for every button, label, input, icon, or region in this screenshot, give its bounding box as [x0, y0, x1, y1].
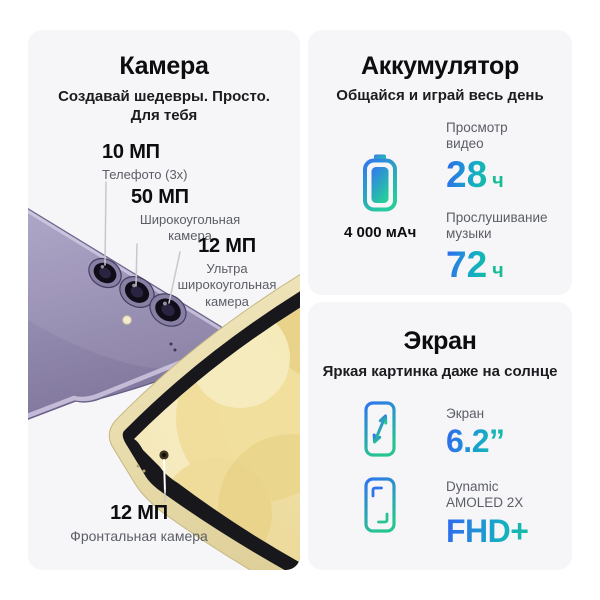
camera-card-subtitle: Создавай шедевры. Просто. Для тебя — [28, 87, 300, 125]
display-card-subtitle: Яркая картинка даже на солнце — [322, 363, 558, 380]
spec-telephoto-value: 10 МП — [102, 141, 160, 163]
callout-lines — [104, 181, 181, 502]
stat-music-playback: Прослушивание музыки 72 ч — [446, 210, 566, 283]
battery-capacity: 4 000 мАч — [344, 224, 417, 241]
callout-line-telephoto — [104, 181, 107, 266]
battery-card: Аккумулятор Общайся и играй весь день 4 … — [308, 30, 572, 295]
camera-subtitle-line1: Создавай шедевры. Просто. — [58, 88, 270, 105]
camera-subtitle-line2: Для тебя — [130, 107, 198, 125]
spec-front-camera: 12 МП Фронтальная камера — [44, 503, 234, 546]
spec-front-label: Фронтальная камера — [70, 528, 208, 544]
spec-front-value: 12 МП — [110, 502, 168, 524]
stat-video-playback: Просмотр видео 28 ч — [446, 120, 566, 193]
battery-card-title: Аккумулятор — [360, 52, 520, 80]
rear-camera-lens-wide — [119, 276, 155, 308]
screen-size-icon — [364, 401, 396, 457]
display-type-row: Dynamic AMOLED 2X FHD+ — [446, 479, 566, 547]
stat-video-value: 28 — [446, 153, 488, 195]
callout-line-wide — [135, 243, 138, 287]
rear-camera-lens-ultrawide — [149, 293, 187, 327]
spec-wide-label: Широкоугольная камера — [139, 212, 241, 244]
camera-card: Камера Создавай шедевры. Просто. Для теб… — [28, 30, 300, 570]
screen-size-value: 6.2” — [446, 423, 505, 460]
phones-illustration — [28, 150, 300, 570]
spec-ultrawide-label: Ультра широкоугольная камера — [177, 261, 277, 309]
stat-music-value: 72 — [446, 243, 488, 285]
stat-video-unit: ч — [492, 169, 504, 192]
spec-telephoto: 10 МП Телефото (3x) — [102, 142, 188, 183]
battery-capacity-block: 4 000 мАч — [344, 154, 416, 241]
display-type-label: Dynamic AMOLED 2X — [446, 479, 524, 511]
stat-music-unit: ч — [492, 259, 504, 282]
stat-music-label: Прослушивание музыки — [446, 210, 548, 242]
screen-size-row: Экран 6.2” — [446, 406, 566, 457]
spec-wide-value: 50 МП — [131, 186, 189, 208]
camera-card-title: Камера — [119, 52, 209, 80]
spec-wide: 50 МП Широкоугольная камера — [131, 187, 249, 245]
display-card-title: Экран — [403, 327, 477, 355]
amoled-icon — [364, 477, 396, 533]
battery-card-subtitle: Общайся и играй весь день — [336, 87, 544, 104]
screen-size-label: Экран — [446, 406, 485, 421]
rear-camera-lens-telephoto — [88, 257, 122, 289]
stat-video-label: Просмотр видео — [446, 120, 508, 152]
spec-telephoto-label: Телефото (3x) — [102, 167, 188, 182]
yellow-phone-front — [108, 274, 300, 570]
callout-line-ultrawide — [168, 251, 181, 304]
display-type-value: FHD+ — [446, 512, 529, 549]
spec-ultrawide-value: 12 МП — [198, 235, 256, 257]
spec-ultrawide: 12 МП Ультра широкоугольная камера — [166, 236, 288, 310]
callout-line-front-camera — [163, 459, 166, 493]
battery-icon — [363, 154, 397, 212]
display-card: Экран Яркая картинка даже на солнце Экра… — [308, 302, 572, 570]
flash-led — [122, 315, 132, 325]
